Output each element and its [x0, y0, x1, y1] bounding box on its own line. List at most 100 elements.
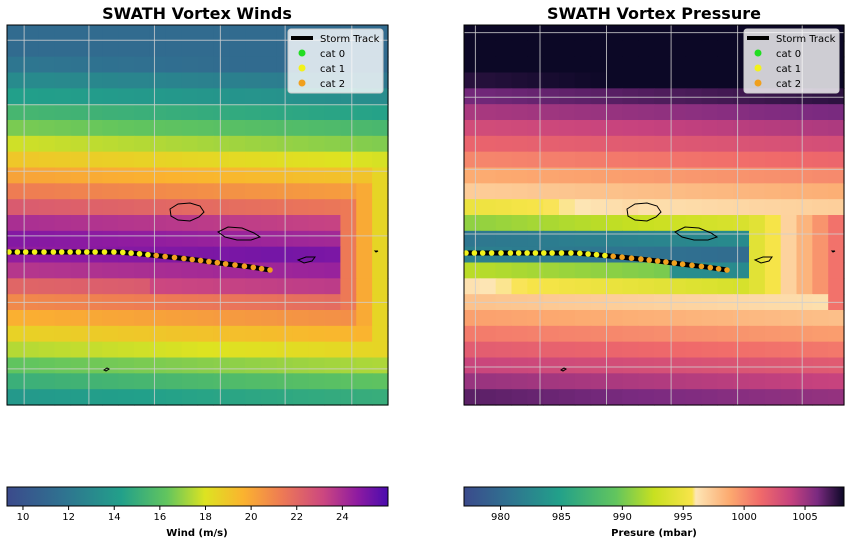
- heatmap-cell: [70, 262, 87, 279]
- heatmap-cell: [495, 199, 513, 216]
- pressure-legend-track-label: Storm Track: [776, 34, 836, 45]
- heatmap-cell: [340, 104, 357, 121]
- heatmap-cell: [245, 72, 262, 89]
- heatmap-cell: [812, 230, 829, 248]
- heatmap-cell: [22, 215, 40, 232]
- heatmap-cell: [685, 56, 703, 74]
- heatmap-cell: [86, 183, 103, 200]
- heatmap-cell: [479, 215, 497, 232]
- heatmap-cell: [764, 246, 782, 264]
- heatmap-cell: [308, 167, 326, 184]
- heatmap-cell: [812, 135, 829, 153]
- heatmap-cell: [197, 72, 214, 89]
- heatmap-cell: [511, 135, 528, 153]
- heatmap-cell: [669, 40, 687, 58]
- heatmap-cell: [372, 278, 389, 295]
- heatmap-cell: [701, 56, 718, 74]
- storm-track-point: [689, 262, 695, 269]
- heatmap-cell: [622, 230, 639, 248]
- heatmap-cell: [86, 230, 103, 248]
- heatmap-cell: [245, 341, 262, 359]
- heatmap-cell: [324, 167, 341, 184]
- heatmap-cell: [356, 151, 373, 169]
- heatmap-cell: [308, 357, 326, 374]
- heatmap-cell: [308, 104, 326, 121]
- heatmap-cell: [213, 199, 230, 216]
- heatmap-cell: [780, 120, 798, 137]
- heatmap-cell: [213, 88, 230, 105]
- heatmap-cell: [511, 215, 528, 232]
- heatmap-cell: [780, 167, 798, 184]
- heatmap-cell: [197, 88, 214, 105]
- heatmap-cell: [812, 151, 829, 169]
- heatmap-cell: [669, 167, 687, 184]
- heatmap-cell: [606, 40, 623, 58]
- heatmap-cell: [102, 325, 119, 343]
- heatmap-cell: [213, 215, 230, 232]
- heatmap-cell: [54, 341, 72, 359]
- storm-track-point: [488, 250, 495, 256]
- heatmap-cell: [685, 310, 703, 327]
- heatmap-cell: [102, 278, 119, 295]
- heatmap-cell: [86, 325, 103, 343]
- heatmap-cell: [669, 310, 687, 327]
- heatmap-cell: [606, 72, 623, 89]
- heatmap-cell: [70, 278, 87, 295]
- pressure-legend-cat1-label: cat 1: [776, 64, 801, 75]
- heatmap-cell: [340, 120, 357, 137]
- heatmap-cell: [213, 230, 230, 248]
- heatmap-cell: [622, 167, 639, 184]
- heatmap-cell: [7, 40, 24, 58]
- heatmap-cell: [356, 357, 373, 374]
- heatmap-cell: [701, 341, 718, 359]
- storm-track-point: [585, 251, 591, 257]
- heatmap-cell: [733, 341, 750, 359]
- heatmap-cell: [780, 135, 798, 153]
- heatmap-cell: [197, 25, 214, 42]
- heatmap-cell: [669, 341, 687, 359]
- storm-track-point: [101, 249, 108, 255]
- heatmap-cell: [685, 373, 703, 390]
- heatmap-cell: [574, 373, 592, 390]
- heatmap-cell: [38, 278, 56, 295]
- heatmap-cell: [574, 325, 592, 343]
- colorbar-tick-label: 24: [336, 512, 349, 523]
- heatmap-cell: [464, 40, 481, 58]
- heatmap-cell: [261, 151, 278, 169]
- heatmap-cell: [543, 88, 560, 105]
- heatmap-cell: [70, 88, 87, 105]
- heatmap-cell: [685, 341, 703, 359]
- heatmap-cell: [685, 104, 703, 121]
- storm-track-point: [568, 250, 574, 256]
- pressure-coastlines: [560, 202, 836, 372]
- heatmap-cell: [261, 120, 278, 137]
- heatmap-cell: [86, 357, 103, 374]
- heatmap-cell: [464, 230, 481, 248]
- heatmap-cell: [685, 135, 703, 153]
- heatmap-cell: [197, 135, 214, 153]
- heatmap-cell: [324, 278, 341, 295]
- storm-track-point: [145, 251, 151, 258]
- heatmap-cell: [764, 373, 782, 390]
- heatmap-cell: [340, 325, 357, 343]
- heatmap-cell: [292, 215, 310, 232]
- heatmap-cell: [574, 135, 592, 153]
- heatmap-cell: [70, 25, 87, 42]
- heatmap-cell: [7, 88, 24, 105]
- heatmap-cell: [356, 373, 373, 390]
- heatmap-cell: [38, 357, 56, 374]
- heatmap-cell: [149, 167, 167, 184]
- heatmap-cell: [118, 120, 135, 137]
- heatmap-cell: [165, 278, 183, 295]
- heatmap-cell: [118, 341, 135, 359]
- heatmap-cell: [118, 40, 135, 58]
- heatmap-cell: [197, 310, 214, 327]
- heatmap-cell: [654, 199, 671, 216]
- heatmap-cell: [197, 56, 214, 74]
- pressure-legend: Storm Track cat 0 cat 1 cat 2: [743, 28, 840, 94]
- heatmap-cell: [213, 183, 230, 200]
- heatmap-cell: [86, 151, 103, 169]
- heatmap-cell: [54, 151, 72, 169]
- heatmap-cell: [701, 40, 718, 58]
- heatmap-cell: [118, 72, 135, 89]
